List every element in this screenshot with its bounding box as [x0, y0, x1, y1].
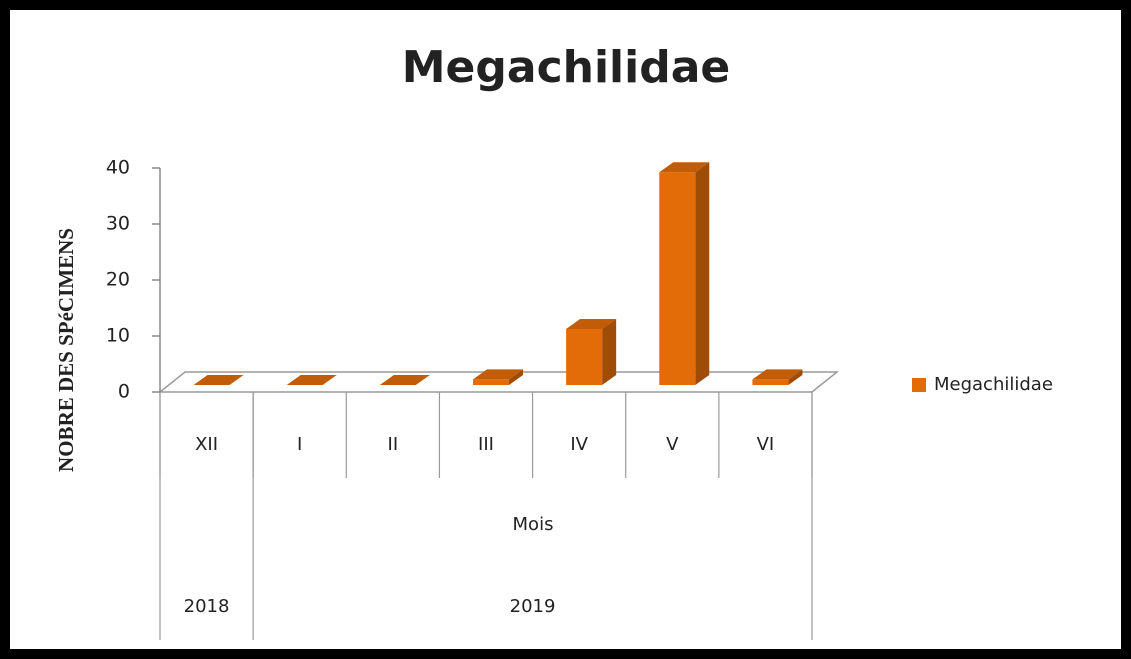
legend-label: Megachilidae — [934, 374, 1053, 395]
y-axis-label: NOBRE DES SPéCIMENS — [54, 228, 78, 472]
bar — [752, 379, 789, 385]
x-tick-label: VI — [757, 434, 775, 455]
x-axis-label: Mois — [513, 514, 554, 535]
chart-title: Megachilidae — [402, 42, 731, 93]
x-tick-label: V — [666, 434, 679, 455]
bar-top — [379, 375, 430, 385]
y-tick-label: 20 — [106, 269, 130, 291]
bar — [659, 172, 696, 385]
x-tick-label: XII — [195, 434, 218, 455]
y-tick-label: 30 — [106, 213, 130, 235]
bar — [473, 379, 509, 385]
y-tick-label: 40 — [106, 157, 130, 179]
x-tick-label: I — [297, 434, 302, 455]
x-tick-label: IV — [570, 434, 588, 455]
x-tick-label: II — [388, 434, 399, 455]
y-tick-label: 0 — [118, 381, 130, 403]
bar-top — [473, 369, 523, 380]
y-tick-label: 10 — [106, 325, 130, 347]
bar-side — [695, 162, 710, 385]
bar-top — [752, 369, 803, 380]
bar-side — [509, 369, 523, 385]
legend-swatch — [912, 378, 926, 392]
group-label: 2018 — [184, 596, 230, 617]
bar — [566, 329, 603, 385]
bar-top — [286, 375, 337, 385]
bar-top — [566, 319, 617, 329]
x-tick-label: III — [478, 434, 494, 455]
bar-side — [788, 369, 803, 385]
bar-top — [193, 375, 244, 385]
bar-side — [602, 319, 617, 385]
group-label: 2019 — [510, 596, 556, 617]
bar-top — [659, 162, 710, 173]
